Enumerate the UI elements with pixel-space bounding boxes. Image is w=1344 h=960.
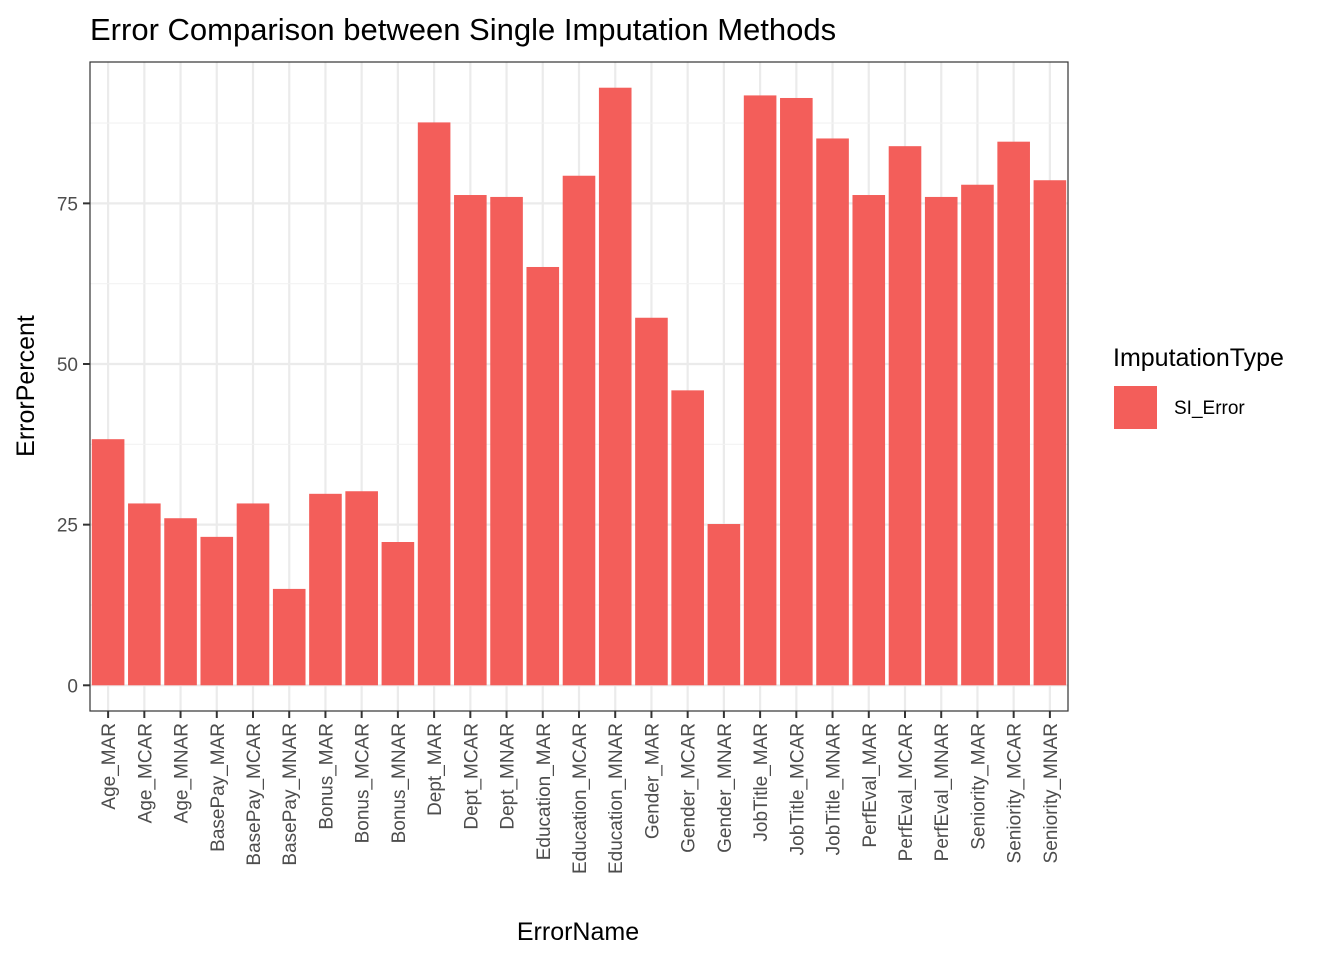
x-tick-label: PerfEval_MAR xyxy=(860,723,881,848)
x-tick-label: Seniority_MNAR xyxy=(1041,723,1062,863)
x-tick-label: Gender_MNAR xyxy=(715,723,736,853)
bar-perfeval-mar xyxy=(852,195,886,686)
x-tick-label: Gender_MAR xyxy=(642,723,663,839)
bar-perfeval-mnar xyxy=(924,196,958,686)
x-tick-label: Age_MNAR xyxy=(172,723,193,823)
bar-basepay-mnar xyxy=(272,588,306,686)
bar-basepay-mar xyxy=(200,536,234,686)
chart-title: Error Comparison between Single Imputati… xyxy=(90,12,836,47)
bar-jobtitle-mar xyxy=(743,95,777,686)
bar-bonus-mcar xyxy=(345,491,378,686)
legend-key-si-error xyxy=(1114,386,1157,429)
bar-seniority-mnar xyxy=(1033,180,1067,686)
bar-bonus-mnar xyxy=(381,542,415,686)
bar-education-mcar xyxy=(562,175,596,686)
bar-age-mcar xyxy=(128,503,161,686)
x-tick-label: Dept_MNAR xyxy=(498,723,519,830)
bar-education-mar xyxy=(526,266,560,686)
bar-jobtitle-mnar xyxy=(816,138,849,686)
x-tick-label: BasePay_MAR xyxy=(208,723,229,852)
y-tick-label: 0 xyxy=(67,676,78,697)
x-tick-label: Seniority_MAR xyxy=(968,723,989,850)
x-tick-label: PerfEval_MNAR xyxy=(932,723,953,861)
x-tick-label: BasePay_MNAR xyxy=(280,723,301,866)
bar-gender-mnar xyxy=(707,524,741,686)
x-tick-label: BasePay_MCAR xyxy=(244,723,265,866)
bar-gender-mar xyxy=(635,317,668,686)
bar-dept-mcar xyxy=(454,195,487,686)
x-tick-label: JobTitle_MNAR xyxy=(824,723,845,855)
bar-age-mar xyxy=(91,439,125,686)
x-tick-label: Education_MAR xyxy=(534,723,555,860)
y-axis: 0 25 50 75 xyxy=(57,194,90,697)
x-tick-label: Bonus_MNAR xyxy=(389,723,410,843)
x-tick-label: PerfEval_MCAR xyxy=(896,723,917,861)
y-tick-label: 25 xyxy=(57,516,78,537)
y-axis-title: ErrorPercent xyxy=(12,315,40,457)
bar-gender-mcar xyxy=(671,390,704,686)
bar-age-mnar xyxy=(164,518,197,686)
bar-seniority-mcar xyxy=(997,141,1030,686)
x-tick-label: Bonus_MAR xyxy=(316,723,337,830)
bar-bonus-mar xyxy=(309,493,342,686)
legend-title: ImputationType xyxy=(1113,344,1284,372)
x-tick-label: Education_MNAR xyxy=(606,723,627,874)
x-tick-label: JobTitle_MAR xyxy=(751,723,772,842)
x-axis: Age_MAR Age_MCAR Age_MNAR BasePay_MAR BasePa… xyxy=(99,711,1062,874)
bars xyxy=(91,87,1067,686)
x-tick-label: Dept_MAR xyxy=(425,723,446,816)
bar-dept-mar xyxy=(417,122,451,686)
x-tick-label: Bonus_MCAR xyxy=(353,723,374,843)
x-tick-label: JobTitle_MCAR xyxy=(787,723,808,855)
legend-label-si-error: SI_Error xyxy=(1174,398,1245,419)
plot-panel xyxy=(89,61,1069,712)
bar-education-mnar xyxy=(598,87,632,686)
bar-basepay-mcar xyxy=(236,503,270,686)
x-tick-label: Dept_MCAR xyxy=(461,723,482,830)
bar-seniority-mar xyxy=(961,184,994,686)
x-axis-title: ErrorName xyxy=(517,918,639,946)
bar-dept-mnar xyxy=(490,196,523,686)
x-tick-label: Seniority_MCAR xyxy=(1005,723,1026,863)
x-tick-label: Age_MAR xyxy=(99,723,120,810)
x-tick-label: Gender_MCAR xyxy=(679,723,700,853)
bar-jobtitle-mcar xyxy=(780,97,813,686)
legend: ImputationType SI_Error xyxy=(1113,344,1284,429)
x-tick-label: Education_MCAR xyxy=(570,723,591,874)
y-tick-label: 75 xyxy=(57,194,78,215)
bar-perfeval-mcar xyxy=(888,146,922,686)
x-tick-label: Age_MCAR xyxy=(135,723,156,823)
y-tick-label: 50 xyxy=(57,355,78,376)
